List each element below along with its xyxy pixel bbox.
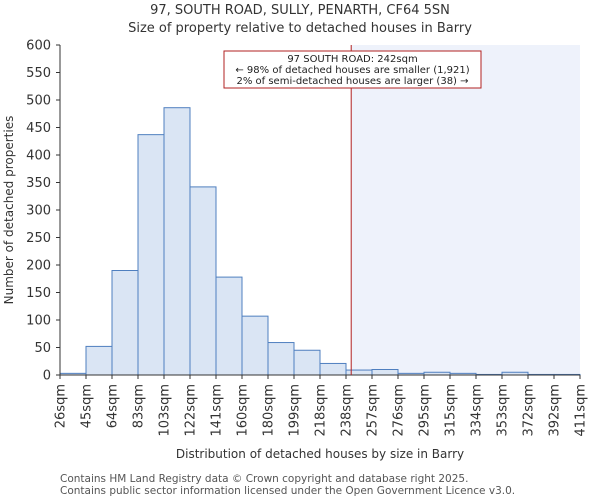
x-tick-label-103sqm: 103sqm [158, 384, 173, 437]
bar-238sqm [345, 369, 373, 376]
chart-title: 97, SOUTH ROAD, SULLY, PENARTH, CF64 5SN [150, 3, 450, 18]
x-tick-label-64sqm: 64sqm [106, 384, 121, 428]
x-tick-label-315sqm: 315sqm [444, 384, 459, 437]
y-axis-label: Number of detached properties [2, 116, 16, 305]
x-tick-label-372sqm: 372sqm [522, 384, 537, 437]
x-tick-label-122sqm: 122sqm [184, 384, 199, 437]
bar-64sqm [111, 270, 139, 376]
y-tick-label-150: 150 [26, 286, 51, 301]
y-tick-label-50: 50 [34, 341, 51, 356]
x-tick-label-83sqm: 83sqm [132, 384, 147, 428]
x-tick-label-295sqm: 295sqm [418, 384, 433, 437]
x-tick-label-353sqm: 353sqm [496, 384, 511, 437]
bar-122sqm [189, 186, 217, 376]
y-tick-label-200: 200 [26, 259, 51, 274]
y-tick-label-350: 350 [26, 176, 51, 191]
annotation-box [223, 50, 482, 89]
x-tick-label-45sqm: 45sqm [80, 384, 95, 428]
annotation-line2: ← 98% of detached houses are smaller (1,… [235, 65, 469, 76]
bar-103sqm [163, 107, 191, 376]
x-tick-label-180sqm: 180sqm [262, 384, 277, 437]
y-tick-label-300: 300 [26, 204, 51, 219]
x-tick-label-257sqm: 257sqm [366, 384, 381, 437]
bar-45sqm [85, 345, 113, 376]
x-tick-label-160sqm: 160sqm [236, 384, 251, 437]
x-tick-label-411sqm: 411sqm [574, 384, 589, 437]
x-tick-label-199sqm: 199sqm [288, 384, 303, 437]
bar-160sqm [241, 315, 269, 376]
bar-218sqm [319, 362, 347, 376]
bar-141sqm [215, 276, 243, 376]
x-axis-label: Distribution of detached houses by size … [176, 447, 464, 461]
y-tick-label-0: 0 [43, 369, 51, 384]
bar-257sqm [371, 369, 399, 376]
y-tick-label-100: 100 [26, 314, 51, 329]
annotation-line1: 97 SOUTH ROAD: 242sqm [287, 54, 417, 65]
y-tick-label-600: 600 [26, 39, 51, 54]
footer-licence: Contains public sector information licen… [60, 485, 516, 497]
y-tick-label-400: 400 [26, 149, 51, 164]
highlight-region [351, 45, 580, 375]
bar-199sqm [293, 349, 321, 376]
x-tick-label-392sqm: 392sqm [548, 384, 563, 437]
bar-180sqm [267, 342, 295, 376]
x-tick-label-334sqm: 334sqm [470, 384, 485, 437]
y-tick-label-550: 550 [26, 66, 51, 81]
x-tick-label-218sqm: 218sqm [314, 384, 329, 437]
y-tick-label-250: 250 [26, 231, 51, 246]
x-tick-label-276sqm: 276sqm [392, 384, 407, 437]
x-tick-label-141sqm: 141sqm [210, 384, 225, 437]
annotation-line3: 2% of semi-detached houses are larger (3… [236, 76, 468, 87]
bar-83sqm [137, 134, 165, 376]
y-tick-label-450: 450 [26, 121, 51, 136]
x-tick-label-238sqm: 238sqm [340, 384, 355, 437]
y-tick-label-500: 500 [26, 94, 51, 109]
x-tick-label-26sqm: 26sqm [54, 384, 69, 428]
footer-copyright: Contains HM Land Registry data © Crown c… [60, 473, 469, 485]
chart-subtitle: Size of property relative to detached ho… [128, 21, 472, 36]
